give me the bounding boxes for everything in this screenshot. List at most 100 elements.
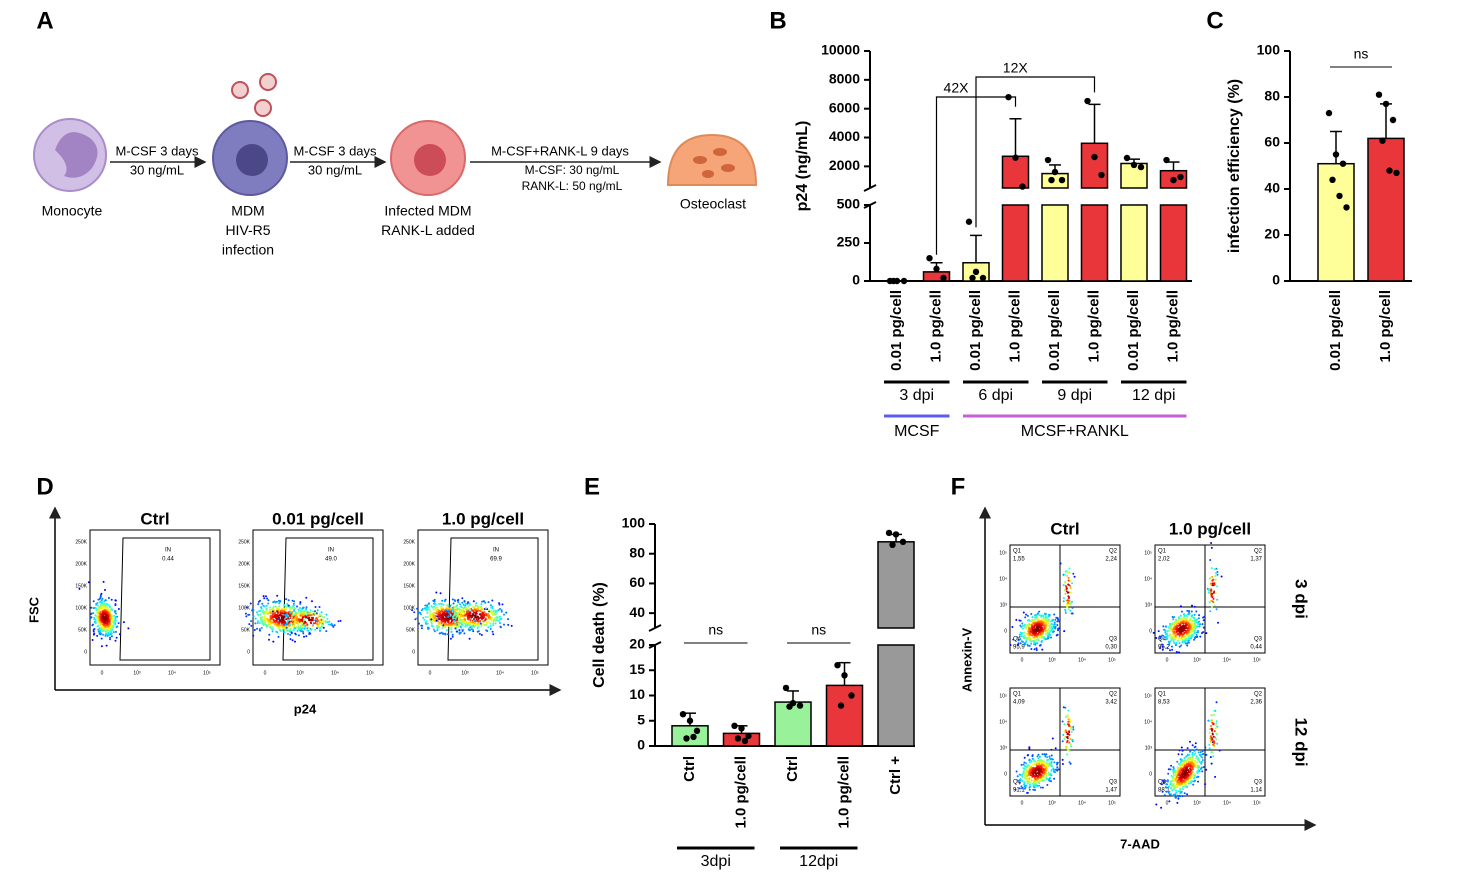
bar bbox=[1367, 137, 1405, 282]
event-dot bbox=[107, 597, 110, 599]
event-dot bbox=[416, 607, 419, 610]
event-dot bbox=[305, 596, 308, 599]
event-dot bbox=[475, 609, 477, 612]
event-dot bbox=[459, 611, 461, 614]
event-dot bbox=[490, 606, 493, 609]
event-dot bbox=[498, 615, 501, 618]
data-point bbox=[889, 541, 896, 548]
event-dot bbox=[447, 623, 450, 626]
event-dot bbox=[1046, 636, 1049, 639]
event-dot bbox=[471, 609, 474, 612]
event-dot bbox=[1176, 801, 1179, 804]
event-dot bbox=[279, 629, 282, 632]
event-dot bbox=[1030, 613, 1033, 615]
event-dot bbox=[1038, 610, 1041, 613]
event-dot bbox=[1213, 730, 1216, 733]
gate-label: IN bbox=[328, 548, 334, 554]
event-dot bbox=[299, 601, 302, 604]
event-dot bbox=[1066, 753, 1069, 756]
x-axis-title: p24 bbox=[294, 701, 317, 716]
data-point bbox=[940, 274, 947, 282]
quadrant-name: Q3 bbox=[1254, 637, 1263, 643]
event-dot bbox=[1152, 631, 1155, 634]
event-dot bbox=[1025, 773, 1028, 775]
panel-label: B bbox=[769, 7, 786, 34]
data-point bbox=[979, 274, 987, 282]
event-dot bbox=[1201, 753, 1204, 756]
event-dot bbox=[1032, 639, 1035, 642]
annotation: ns bbox=[811, 622, 826, 638]
event-dot bbox=[1068, 741, 1071, 744]
event-dot bbox=[1070, 612, 1073, 615]
event-dot bbox=[452, 602, 455, 605]
y-tick-label: 10⁴ bbox=[1144, 576, 1152, 582]
event-dot bbox=[293, 610, 296, 613]
event-dot bbox=[1216, 725, 1219, 728]
y-tick-label: 0 bbox=[637, 737, 645, 753]
event-dot bbox=[482, 600, 485, 603]
bar bbox=[877, 541, 915, 629]
event-dot bbox=[286, 621, 289, 624]
event-dot bbox=[1196, 770, 1199, 773]
event-dot bbox=[1183, 785, 1186, 788]
event-dot bbox=[463, 600, 466, 602]
event-dot bbox=[113, 619, 116, 622]
event-dot bbox=[1055, 634, 1058, 637]
event-dot bbox=[293, 613, 295, 616]
event-dot bbox=[1173, 782, 1176, 785]
event-dot bbox=[1188, 753, 1191, 756]
event-dot bbox=[460, 622, 463, 625]
event-dot bbox=[1190, 633, 1193, 636]
event-dot bbox=[491, 630, 494, 633]
y-tick-label: 250 bbox=[837, 234, 861, 250]
event-dot bbox=[1160, 783, 1163, 786]
bar bbox=[671, 725, 709, 747]
event-dot bbox=[286, 605, 288, 608]
event-dot bbox=[1216, 742, 1219, 745]
event-dot bbox=[435, 619, 438, 622]
event-dot bbox=[1171, 645, 1173, 648]
event-dot bbox=[307, 626, 310, 629]
x-tick-label: 0 bbox=[1021, 657, 1024, 663]
x-tick-label: Ctrl bbox=[784, 756, 801, 782]
event-dot bbox=[257, 600, 260, 603]
event-dot bbox=[127, 627, 130, 630]
bar bbox=[1041, 204, 1069, 282]
event-dot bbox=[1181, 795, 1184, 798]
event-dot bbox=[1162, 625, 1165, 628]
y-tick-label: 200K bbox=[75, 561, 87, 567]
event-dot bbox=[1030, 779, 1033, 782]
event-dot bbox=[118, 633, 121, 636]
event-dot bbox=[1209, 610, 1212, 613]
event-dot bbox=[454, 609, 457, 611]
event-dot bbox=[311, 617, 314, 620]
event-dot bbox=[1041, 639, 1043, 642]
event-dot bbox=[301, 618, 304, 620]
event-dot bbox=[1041, 615, 1044, 617]
event-dot bbox=[469, 621, 472, 624]
event-dot bbox=[1035, 638, 1038, 641]
data-point bbox=[1375, 91, 1383, 98]
event-dot bbox=[480, 603, 483, 606]
event-dot bbox=[273, 619, 276, 622]
event-dot bbox=[1186, 747, 1189, 750]
event-dot bbox=[321, 618, 324, 621]
event-dot bbox=[1023, 770, 1025, 773]
event-dot bbox=[464, 624, 467, 627]
event-dot bbox=[99, 626, 102, 629]
event-dot bbox=[1212, 591, 1215, 594]
data-point bbox=[1051, 168, 1059, 176]
event-dot bbox=[1031, 757, 1034, 760]
y-tick-label: 10 bbox=[629, 686, 645, 702]
event-dot bbox=[95, 603, 98, 606]
event-dot bbox=[1022, 763, 1025, 766]
y-tick-label: 100 bbox=[622, 515, 646, 531]
event-dot bbox=[1168, 800, 1171, 803]
event-dot bbox=[1183, 639, 1186, 642]
event-dot bbox=[1068, 724, 1070, 727]
event-dot bbox=[90, 606, 93, 609]
event-dot bbox=[1172, 776, 1175, 779]
event-dot bbox=[492, 633, 495, 636]
event-dot bbox=[1211, 600, 1214, 603]
event-dot bbox=[1052, 767, 1055, 770]
